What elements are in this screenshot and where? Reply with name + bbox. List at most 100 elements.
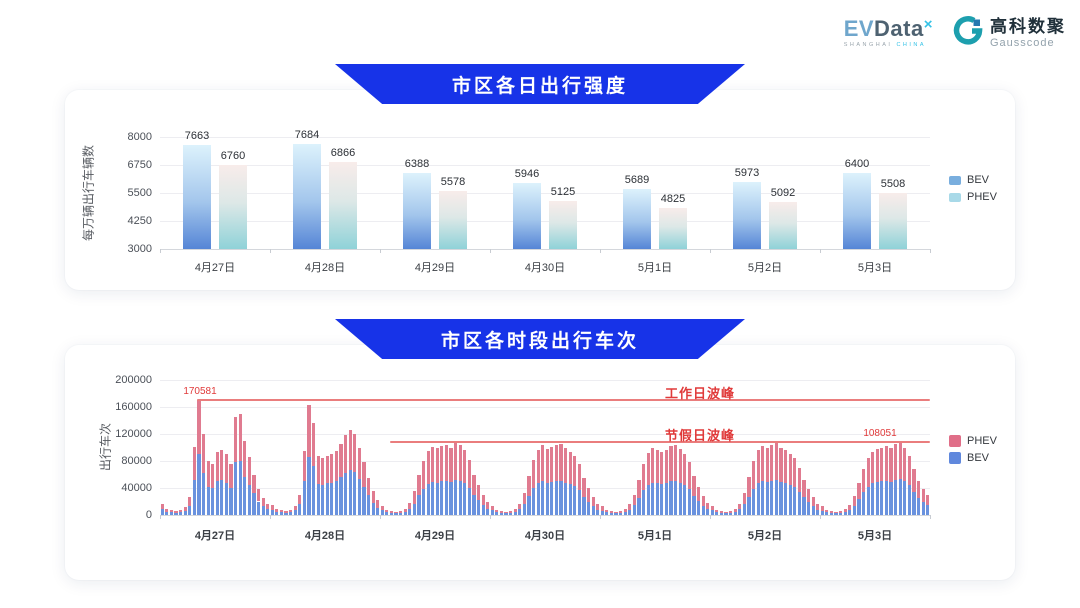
axis-tick [380,515,381,519]
bar-value-label: 5946 [514,168,540,180]
legend-item-phev[interactable]: PHEV [949,191,997,203]
legend-item-phev[interactable]: PHEV [949,435,997,447]
stacked-bar-phev [174,510,178,513]
gausscode-logo: 高科数聚 Gausscode [953,16,1066,51]
stacked-bar-phev [632,494,636,505]
legend-label: PHEV [967,191,997,203]
stacked-bar-phev [829,510,833,513]
stacked-bar-phev [179,510,183,513]
stacked-bar-bev [871,483,875,515]
phev-bar [659,208,687,249]
y-tick-label: 6750 [127,159,152,171]
stacked-bar-phev [188,496,192,506]
stacked-bar-phev [330,453,334,483]
stacked-bar-bev [431,481,435,515]
y-gridline [160,137,930,138]
stacked-bar-bev [660,483,664,515]
stacked-bar-phev [628,504,632,510]
stacked-bar-bev [632,504,636,515]
stacked-bar-bev [179,512,183,515]
stacked-bar-phev [504,511,508,514]
workday-peak-value: 170581 [183,385,217,397]
axis-tick [160,515,161,519]
stacked-bar-bev [875,481,879,515]
evdata-x-icon: × [923,16,933,34]
bev-bar [513,183,541,249]
stacked-bar-phev [884,446,888,481]
stacked-bar-bev [444,480,448,515]
stacked-bar-phev [518,503,522,510]
stacked-bar-phev [834,511,838,514]
stacked-bar-phev [701,496,705,506]
stacked-bar-bev [724,513,728,515]
bev-bar [843,172,871,249]
legend-swatch [949,452,961,464]
stacked-bar-bev [481,504,485,515]
evdata-subtitle: SHANGHAI CHINA [844,43,933,49]
stacked-bar-phev [729,510,733,513]
stacked-bar-bev [376,507,380,515]
holiday-peak-line [390,441,930,444]
stacked-bar-phev [554,445,558,482]
gausscode-text: 高科数聚 Gausscode [990,17,1066,49]
stacked-bar-phev [907,455,911,486]
stacked-bar-phev [751,461,756,489]
stacked-bar-bev [380,510,384,515]
y-gridline [160,380,930,381]
phev-bar [879,192,907,249]
legend-item-bev[interactable]: BEV [949,174,997,186]
stacked-bar-phev [921,489,925,503]
daily-intensity-title: 市区各日出行强度 [451,75,628,97]
stacked-bar-phev [696,486,701,501]
stacked-bar-phev [848,504,852,510]
stacked-bar-phev [761,446,765,482]
stacked-bar-phev [275,508,279,512]
stacked-bar-phev [541,445,545,482]
stacked-bar-phev [536,449,540,484]
stacked-bar-phev [183,506,187,511]
evdata-wordmark: EVData× [844,16,933,40]
stacked-bar-bev [848,509,852,515]
stacked-bar-bev [261,506,265,515]
stacked-bar-bev [183,510,187,515]
stacked-bar-phev [641,464,646,491]
stacked-bar-bev [564,482,568,515]
hourly-trips-title-banner: 市区各时段出行车次 [335,319,745,359]
stacked-bar-bev [440,481,444,515]
stacked-bar-bev [486,508,490,515]
stacked-bar-bev [637,498,641,515]
stacked-bar-phev [596,503,600,510]
stacked-bar-phev [229,464,233,488]
stacked-bar-bev [912,492,916,515]
stacked-bar-bev [394,513,398,515]
stacked-bar-bev [472,495,476,515]
x-tick-label: 5月1日 [637,530,673,542]
stacked-bar-bev [224,482,228,515]
hourly-trips-legend: PHEV BEV [949,435,997,464]
stacked-bar-bev [435,482,439,515]
y-tick-label: 8000 [127,131,152,143]
stacked-bar-phev [660,451,664,484]
stacked-bar-phev [357,447,361,480]
stacked-bar-phev [160,503,164,509]
stacked-bar-phev [550,446,554,482]
stacked-bar-bev [916,498,921,515]
stacked-bar-bev [674,480,678,515]
x-tick-label: 4月27日 [194,262,236,274]
stacked-bar-phev [298,494,302,505]
stacked-bar-bev [389,512,393,515]
legend-item-bev[interactable]: BEV [949,452,997,464]
stacked-bar-phev [839,510,843,513]
stacked-bar-bev [541,481,545,515]
stacked-bar-bev [311,466,316,515]
stacked-bar-bev [683,485,687,515]
stacked-bar-phev [715,509,719,513]
stacked-bar-bev [229,488,233,515]
y-gridline [160,193,930,194]
stacked-bar-phev [861,469,866,493]
stacked-bar-bev [545,482,549,515]
stacked-bar-bev [201,473,206,515]
stacked-bar-phev [325,455,329,484]
bar-value-label: 5973 [734,167,760,180]
stacked-bar-phev [619,510,623,513]
